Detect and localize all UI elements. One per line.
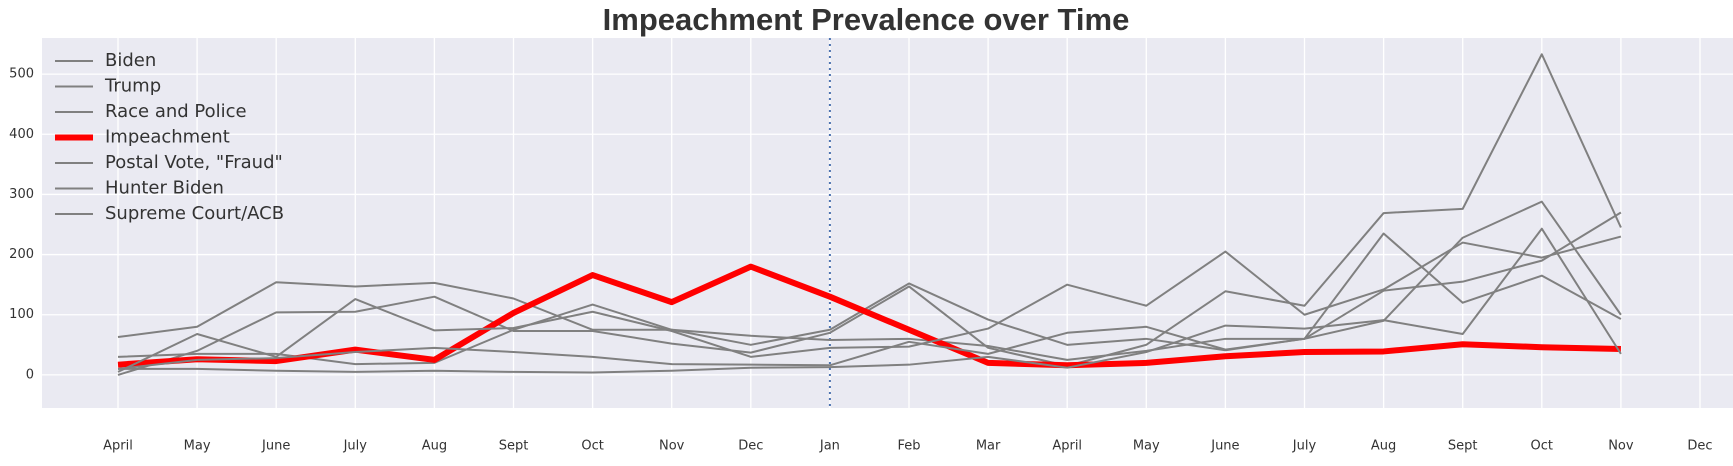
x-tick-label: Oct: [581, 439, 603, 454]
x-tick-label: July: [343, 439, 368, 454]
x-tick-label: May: [1133, 439, 1160, 454]
y-tick-label: 400: [9, 127, 34, 142]
y-tick-label: 500: [9, 67, 34, 82]
x-tick-label: April: [1052, 439, 1082, 454]
y-tick-label: 200: [9, 247, 34, 262]
x-tick-label: Jan: [819, 439, 840, 454]
x-tick-label: Oct: [1531, 439, 1553, 454]
x-tick-label: Nov: [1608, 439, 1634, 454]
y-tick-label: 300: [9, 187, 34, 202]
plot-background: [42, 38, 1733, 408]
x-tick-label: Aug: [1371, 439, 1396, 454]
x-tick-label: July: [1292, 439, 1317, 454]
legend-label: Impeachment: [105, 127, 230, 148]
x-tick-label: Mar: [976, 439, 1001, 454]
x-tick-label: Dec: [738, 439, 763, 454]
x-tick-label: May: [184, 439, 211, 454]
y-tick-label: 100: [9, 307, 34, 322]
x-tick-label: Sept: [499, 439, 529, 454]
series-line: [118, 227, 1622, 374]
chart-title: Impeachment Prevalence over Time: [603, 2, 1130, 37]
y-tick-label: 0: [26, 367, 34, 382]
x-tick-label: Sept: [1448, 439, 1478, 454]
x-tick-label: Nov: [659, 439, 685, 454]
series-line: [117, 235, 1622, 373]
legend-label: Postal Vote, "Fraud": [105, 152, 283, 173]
x-tick-label: June: [261, 439, 290, 454]
legend-label: Race and Police: [105, 101, 247, 122]
legend-label: Hunter Biden: [105, 178, 224, 199]
series-line: [117, 211, 1622, 361]
series-line: [117, 232, 1622, 366]
legend-label: Biden: [105, 50, 156, 71]
x-tick-label: Feb: [897, 439, 920, 454]
x-tick-label: April: [103, 439, 133, 454]
x-tick-label: Dec: [1687, 439, 1712, 454]
legend-label: Supreme Court/ACB: [105, 203, 284, 224]
x-tick-label: Aug: [422, 439, 447, 454]
series-line: [117, 53, 1622, 376]
x-tick-label: June: [1210, 439, 1239, 454]
series-line: [117, 200, 1622, 370]
legend-label: Trump: [104, 76, 161, 97]
